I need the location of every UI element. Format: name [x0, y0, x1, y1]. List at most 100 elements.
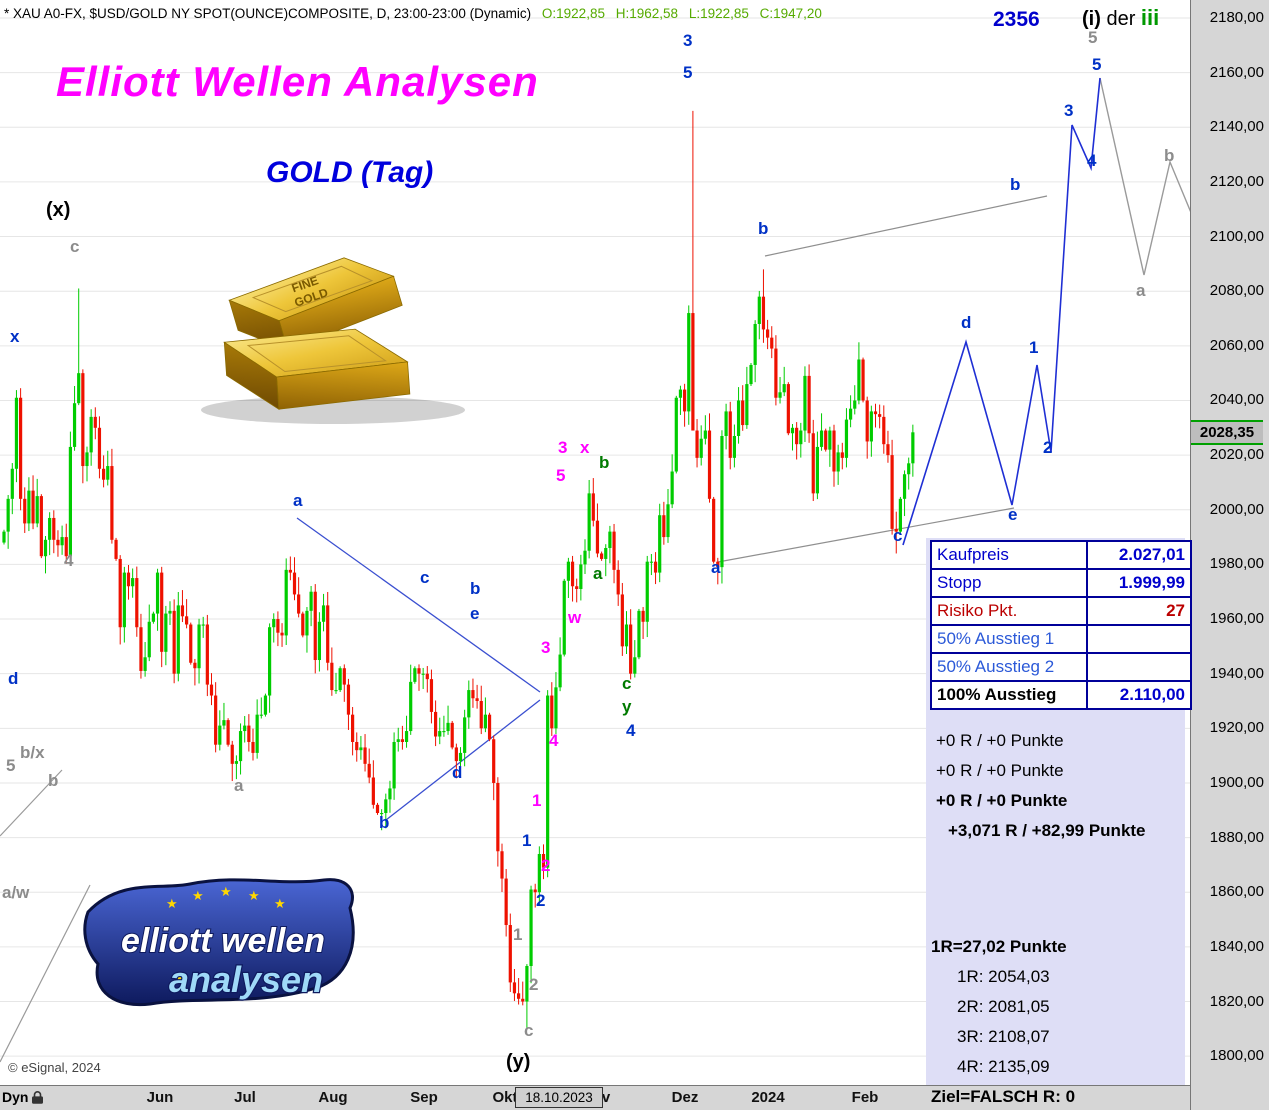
candle — [861, 357, 865, 403]
candle — [97, 416, 102, 479]
candle — [533, 883, 537, 908]
candle — [39, 494, 43, 559]
y-axis-tick: 2040,00 — [1209, 391, 1264, 409]
wave-label: 1 — [1029, 338, 1038, 357]
logo-stars: ★ ★ ★ ★ ★ ★ ★ ★ — [166, 884, 286, 991]
target-line: Ziel=FALSCH R: 0 — [931, 1087, 1076, 1106]
candle — [770, 326, 774, 359]
dyn-label: Dyn — [2, 1089, 29, 1105]
table-row-ausstieg50-1: 50% Ausstieg 1 — [930, 624, 1192, 654]
candle — [898, 496, 902, 534]
x-axis-month-label: Jun — [146, 1089, 174, 1106]
candle — [832, 424, 836, 487]
candle — [778, 376, 782, 404]
candle — [52, 510, 56, 554]
lock-icon — [32, 1090, 44, 1104]
ausstieg100-value: 2.110,00 — [1086, 680, 1192, 710]
candle — [600, 551, 604, 561]
candle — [313, 584, 317, 674]
y-axis-tick: 1800,00 — [1209, 1047, 1264, 1065]
candle — [255, 699, 259, 759]
candle — [811, 419, 815, 502]
svg-text:★: ★ — [274, 896, 286, 911]
candle — [653, 552, 658, 585]
candle — [355, 732, 359, 762]
candle — [164, 605, 168, 666]
candle — [56, 530, 60, 557]
candle — [243, 716, 247, 743]
candle — [400, 725, 404, 750]
wave-label: b — [758, 219, 768, 238]
candle — [321, 593, 326, 632]
candle — [828, 426, 832, 467]
candle — [761, 269, 766, 343]
trend-line — [717, 507, 1015, 563]
candle — [570, 555, 575, 602]
candle — [193, 658, 197, 686]
candle — [849, 395, 853, 428]
candle — [633, 640, 637, 678]
candle — [857, 342, 861, 405]
price-chart-canvas[interactable]: xdacbedb35bacdb12e34541235xw3412bacy(x)c… — [0, 0, 1190, 1085]
wave-label: e — [1008, 505, 1017, 524]
y-axis-tick: 2020,00 — [1209, 446, 1264, 464]
price-axis[interactable]: 2180,00 2160,00 2140,00 2120,00 2100,00 2080,… — [1190, 0, 1269, 1110]
x-axis-month-label: Okt — [492, 1089, 518, 1106]
wave-note-connector: der — [1106, 8, 1136, 30]
candle — [799, 422, 803, 458]
crosshair-date-box: 18.10.2023 — [515, 1087, 603, 1108]
candle — [907, 457, 911, 490]
wave-label: (y) — [506, 1051, 530, 1073]
candle — [724, 403, 728, 450]
candle — [176, 591, 180, 682]
candle — [317, 612, 321, 672]
candle — [558, 637, 562, 692]
wave-label: 4 — [549, 731, 559, 750]
copyright: © eSignal, 2024 — [8, 1060, 101, 1075]
candle — [442, 715, 446, 737]
candle — [649, 554, 653, 576]
candle — [259, 697, 263, 719]
wave-label: b — [599, 453, 609, 472]
svg-text:★: ★ — [174, 970, 186, 985]
gold-bar-back: FINE GOLD — [228, 257, 403, 351]
candle — [226, 718, 230, 747]
wave-label: a — [593, 564, 603, 583]
candle — [238, 723, 243, 775]
candle — [753, 320, 757, 383]
candle — [541, 844, 546, 880]
candle — [214, 682, 218, 753]
y-axis-tick: 2000,00 — [1209, 500, 1264, 518]
candle — [454, 743, 458, 779]
candle — [890, 439, 894, 535]
candle — [471, 678, 475, 708]
candle — [421, 667, 425, 689]
candle — [85, 446, 89, 482]
candle — [882, 405, 886, 454]
candle — [160, 566, 164, 668]
x-axis-month-label: Dez — [671, 1089, 699, 1106]
chart-subtitle: GOLD (Tag) — [266, 156, 434, 189]
candle — [446, 705, 450, 735]
candle — [803, 366, 807, 443]
ausstieg100-label: 100% Ausstieg — [930, 680, 1088, 710]
wave-label: 3 — [558, 438, 567, 457]
candle — [222, 702, 226, 730]
candle — [683, 383, 687, 427]
risiko-label: Risiko Pkt. — [930, 596, 1088, 626]
candle — [60, 525, 64, 555]
wave-label: 3 — [1064, 101, 1073, 120]
candle — [774, 335, 778, 406]
candle — [396, 727, 400, 752]
current-price-marker: 2028,35 — [1191, 420, 1263, 446]
candle — [72, 386, 77, 451]
dyn-button[interactable]: Dyn — [2, 1089, 44, 1105]
candle — [749, 363, 753, 387]
candle — [93, 407, 97, 440]
candle — [732, 424, 736, 468]
y-axis-tick: 1840,00 — [1209, 937, 1264, 955]
trade-table: Kaufpreis 2.027,01 Stopp 1.999,99 Risiko… — [930, 540, 1192, 710]
symbol-info: * XAU A0-FX, $USD/GOLD NY SPOT(OUNCE)COM… — [4, 6, 532, 21]
x-axis-month-label: Jul — [234, 1089, 256, 1106]
logo-text-line1: elliott wellen — [121, 922, 325, 960]
